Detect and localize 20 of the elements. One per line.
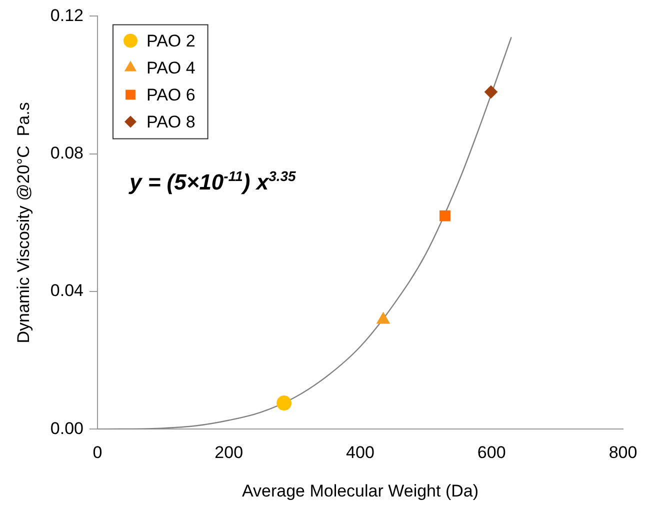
legend-label: PAO 4 xyxy=(146,58,196,78)
point xyxy=(440,210,450,222)
line-series xyxy=(97,36,512,430)
x-tick-label: 200 xyxy=(214,443,244,462)
x-tick-label: 600 xyxy=(477,443,506,462)
legend-label: PAO 8 xyxy=(146,112,196,132)
legend-label: PAO 6 xyxy=(146,85,196,104)
point xyxy=(276,396,292,411)
y-tick-label: 0.12 xyxy=(50,6,84,25)
y-tick-label: 0.08 xyxy=(50,144,84,163)
x-tick-label: 0 xyxy=(92,443,102,462)
legend-label: PAO 2 xyxy=(146,31,196,50)
x-tick-label: 400 xyxy=(346,443,374,462)
x-axis-title: Average Molecular Weight (Da) xyxy=(242,481,479,500)
y-tick-label: 0.04 xyxy=(50,281,84,300)
annotation: y = (5×10$^{-11}$) x$^{3.35}$ xyxy=(129,168,296,196)
point xyxy=(484,85,498,98)
x-tick-label: 800 xyxy=(608,443,638,462)
y-axis-title: Dynamic Viscosity @20°C Pa.s xyxy=(14,102,33,344)
y-tick-label: 0.00 xyxy=(50,418,84,438)
